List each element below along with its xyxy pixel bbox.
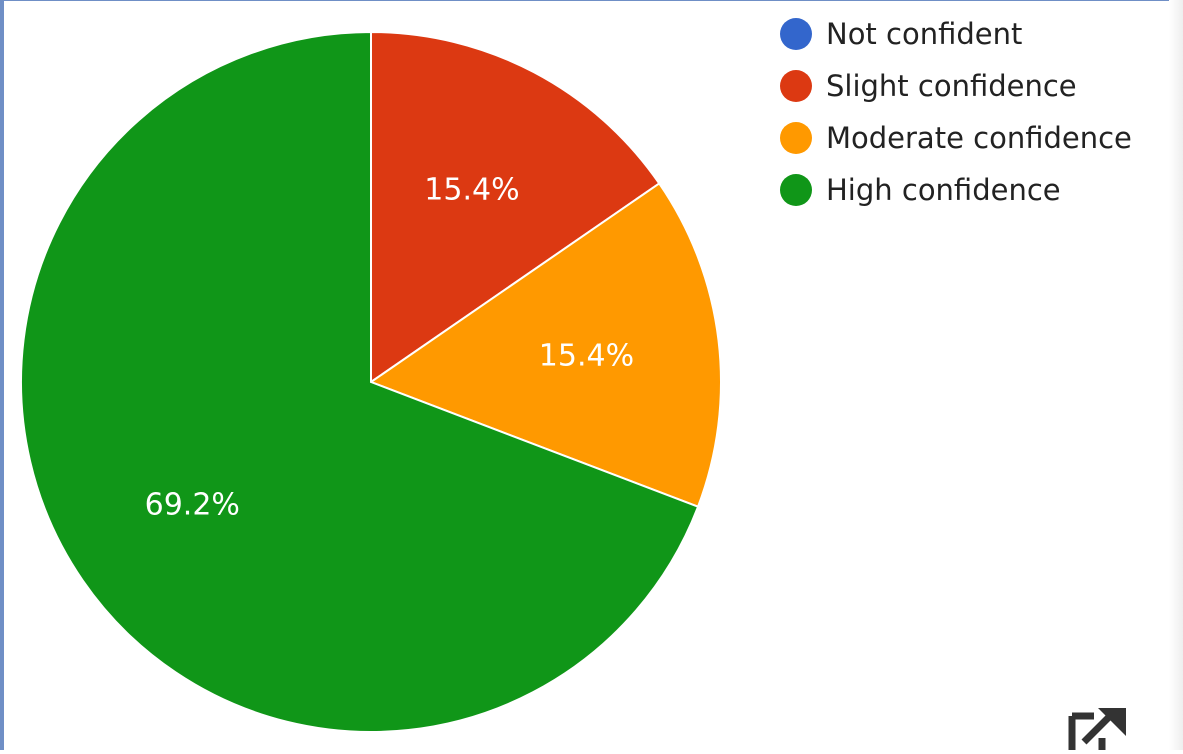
pie-slice-moderate-confidence[interactable] xyxy=(368,182,722,509)
legend-swatch-high-confidence xyxy=(780,174,812,206)
slice-value-label-moderate-confidence: 15.4% xyxy=(539,339,634,374)
pie-slice-labels: 15.4% 15.4% 69.2% xyxy=(145,172,634,522)
frame-shadow xyxy=(1169,0,1183,750)
slice-value-label-slight-confidence: 15.4% xyxy=(424,172,519,207)
legend-label-high-confidence: High confidence xyxy=(826,173,1061,207)
pie-slice-slight-confidence[interactable] xyxy=(370,30,661,384)
legend-item-moderate-confidence[interactable]: Moderate confidence xyxy=(780,112,1132,164)
legend-item-slight-confidence[interactable]: Slight confidence xyxy=(780,60,1132,112)
legend-label-not-confident: Not confident xyxy=(826,17,1023,51)
legend-label-moderate-confidence: Moderate confidence xyxy=(826,121,1132,155)
open-in-new-window-icon[interactable] xyxy=(1068,702,1132,750)
legend-item-not-confident[interactable]: Not confident xyxy=(780,8,1132,60)
slice-value-label-high-confidence: 69.2% xyxy=(145,488,240,523)
legend: Not confident Slight confidence Moderate… xyxy=(780,8,1132,216)
legend-label-slight-confidence: Slight confidence xyxy=(826,69,1077,103)
legend-swatch-slight-confidence xyxy=(780,70,812,102)
pie-slices xyxy=(20,30,722,733)
legend-swatch-not-confident xyxy=(780,18,812,50)
legend-item-high-confidence[interactable]: High confidence xyxy=(780,164,1132,216)
pie-slice-high-confidence[interactable] xyxy=(20,30,700,733)
legend-swatch-moderate-confidence xyxy=(780,122,812,154)
